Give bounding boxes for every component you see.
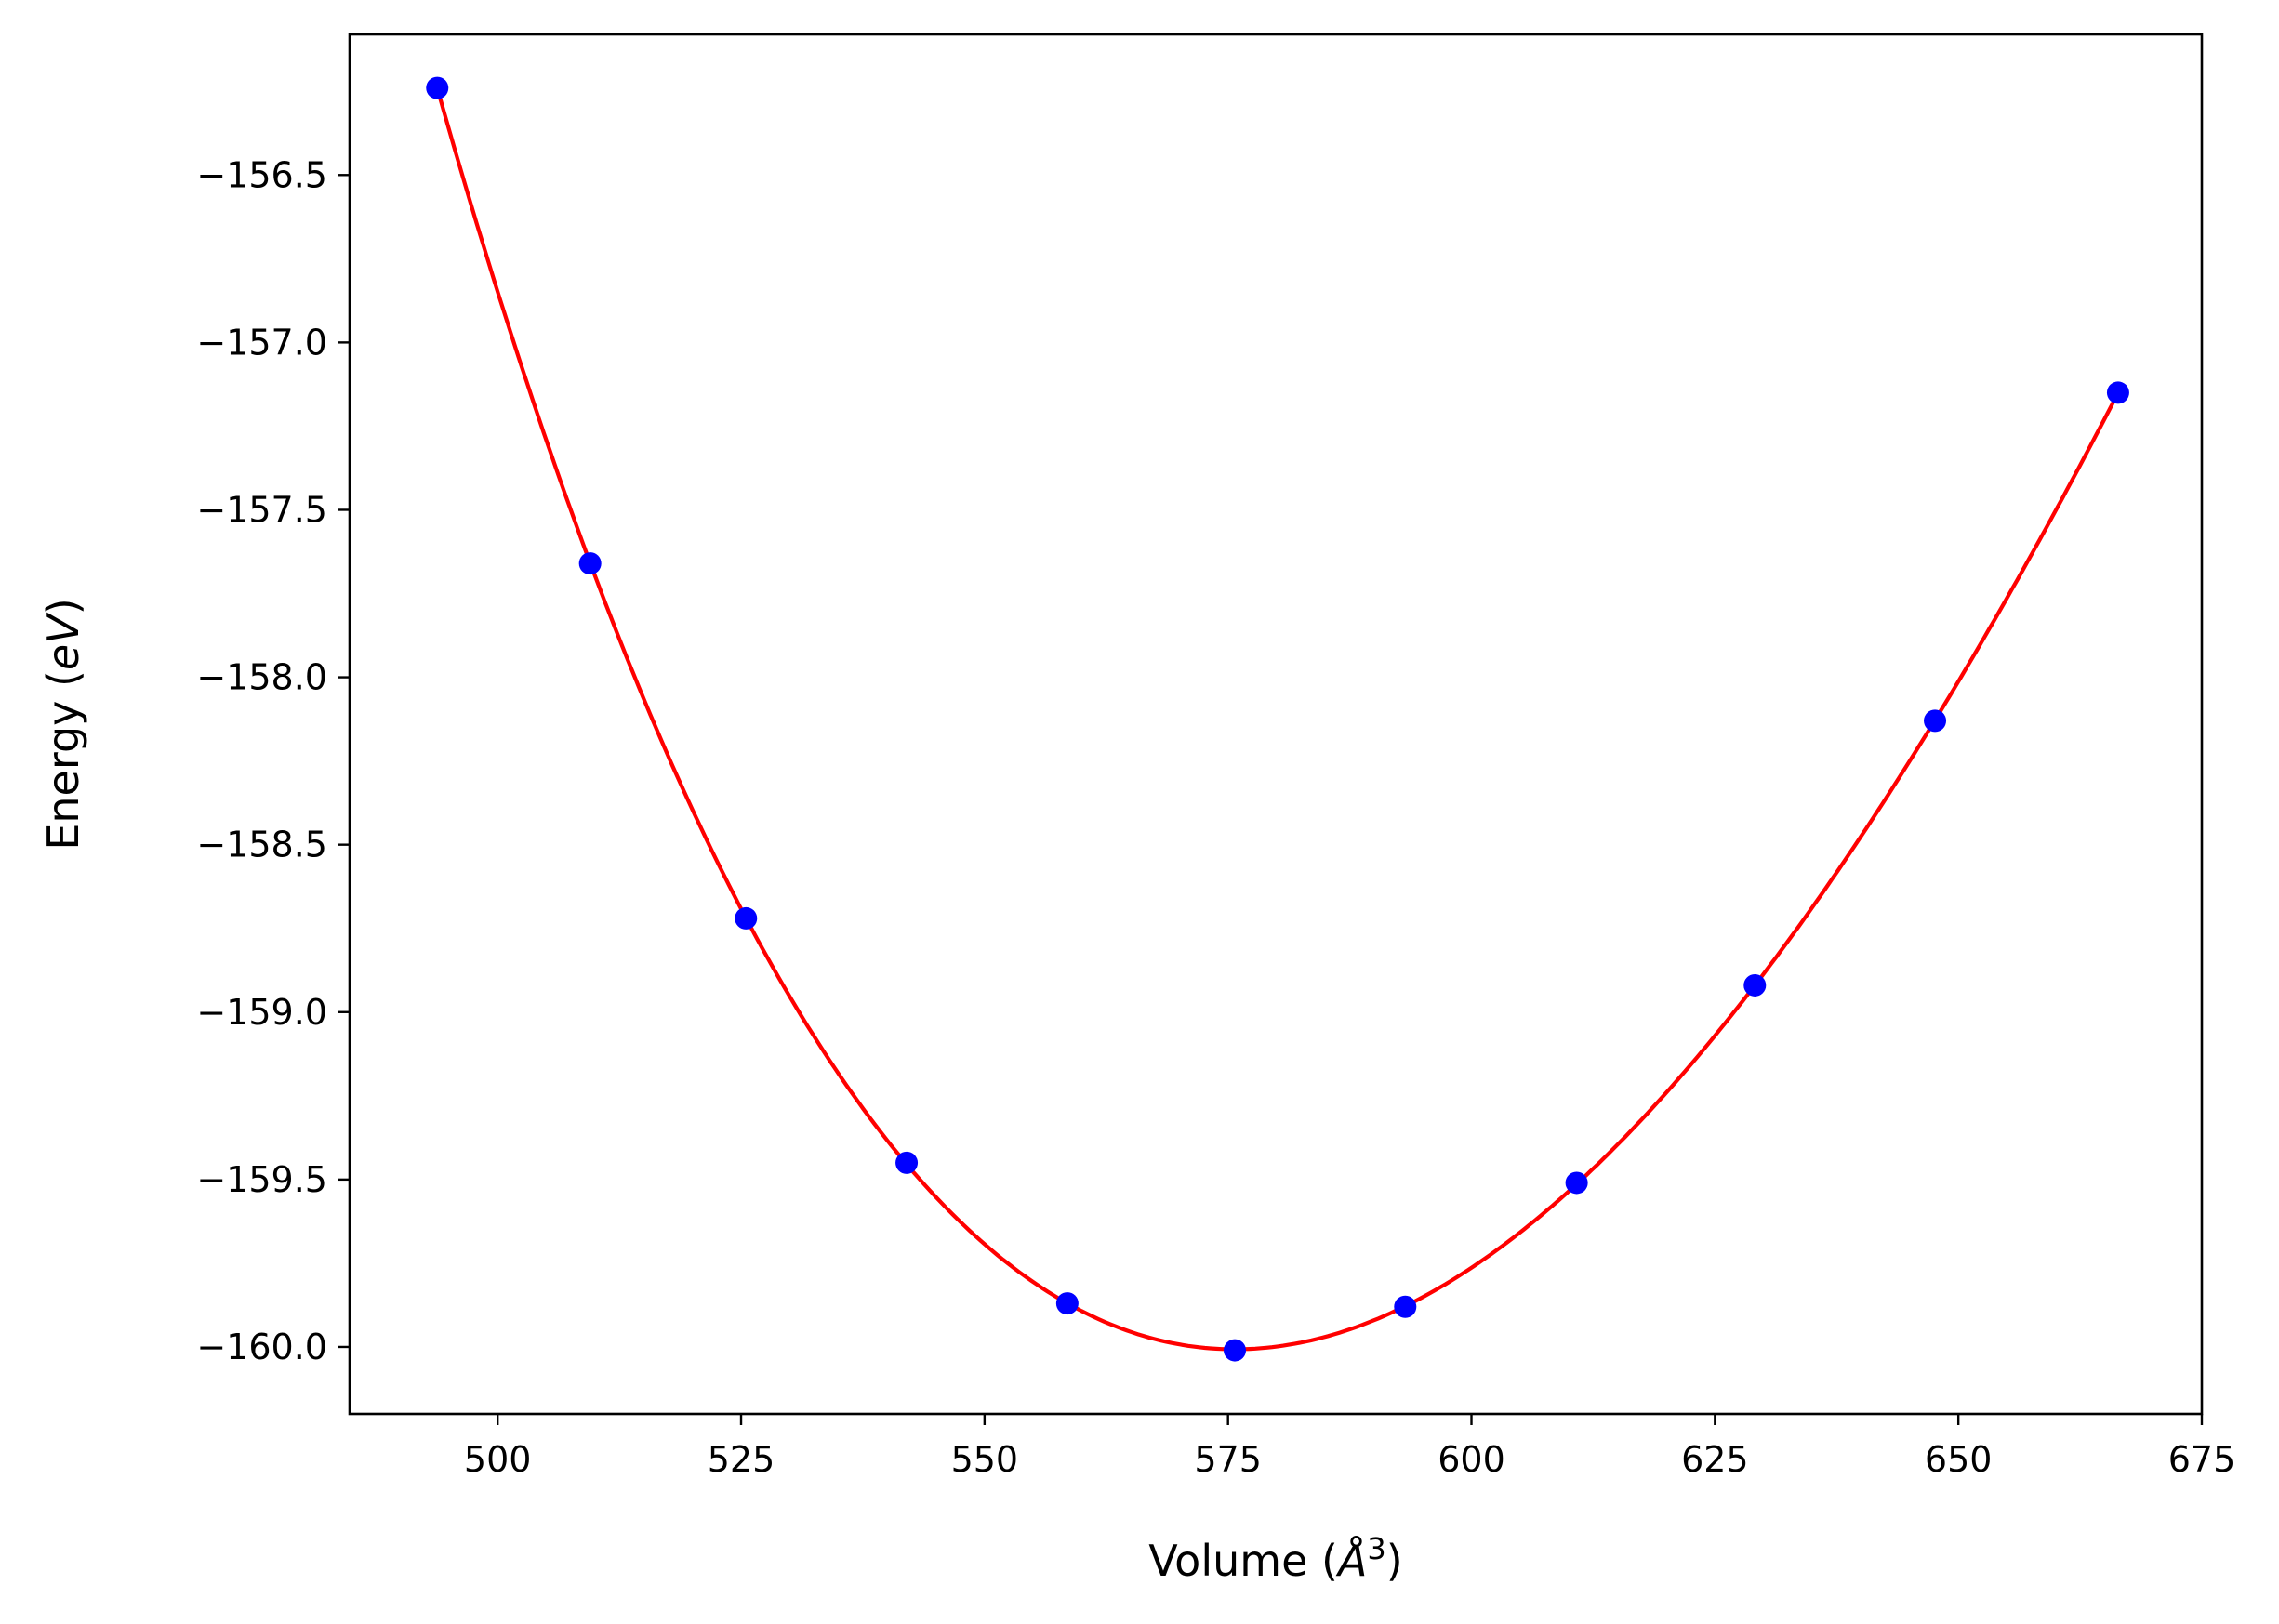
data-point xyxy=(1924,709,1947,733)
y-tick-label: −158.0 xyxy=(196,657,327,698)
x-axis-label: Volume (Å3) xyxy=(1148,1531,1402,1586)
x-tick-label: 625 xyxy=(1681,1439,1749,1480)
x-tick-label: 525 xyxy=(708,1439,775,1480)
axes-frame xyxy=(348,33,2204,1416)
x-tick-label: 550 xyxy=(951,1439,1019,1480)
y-tick-label: −156.5 xyxy=(196,154,327,195)
y-tick-label: −159.5 xyxy=(196,1159,327,1200)
y-tick-label: −159.0 xyxy=(196,992,327,1033)
data-point xyxy=(1394,1295,1417,1318)
y-tick-label: −157.0 xyxy=(196,322,327,363)
fit-curve xyxy=(435,87,2120,1352)
x-tick-label: 575 xyxy=(1194,1439,1262,1480)
y-tick-label: −160.0 xyxy=(196,1327,327,1367)
data-point xyxy=(735,906,758,930)
data-point xyxy=(1565,1171,1588,1195)
data-point xyxy=(1743,973,1767,997)
x-tick-label: 600 xyxy=(1438,1439,1505,1480)
data-point xyxy=(426,76,449,99)
x-tick-label: 650 xyxy=(1925,1439,1993,1480)
data-point xyxy=(895,1151,919,1174)
data-point xyxy=(578,552,602,575)
data-point xyxy=(1224,1339,1247,1362)
x-axis: 500 525 550 575 600 625 650 675 xyxy=(464,1414,2235,1480)
y-axis-label: Energy (eV) xyxy=(38,598,88,850)
data-point xyxy=(2106,381,2129,404)
plot-area xyxy=(426,76,2129,1362)
data-point xyxy=(1055,1292,1079,1315)
y-tick-label: −158.5 xyxy=(196,825,327,865)
x-tick-label: 500 xyxy=(464,1439,532,1480)
y-axis: −156.5 −157.0 −157.5 −158.0 −158.5 −159.0 −159… xyxy=(196,154,350,1367)
y-tick-label: −157.5 xyxy=(196,489,327,530)
x-tick-label: 675 xyxy=(2168,1439,2236,1480)
